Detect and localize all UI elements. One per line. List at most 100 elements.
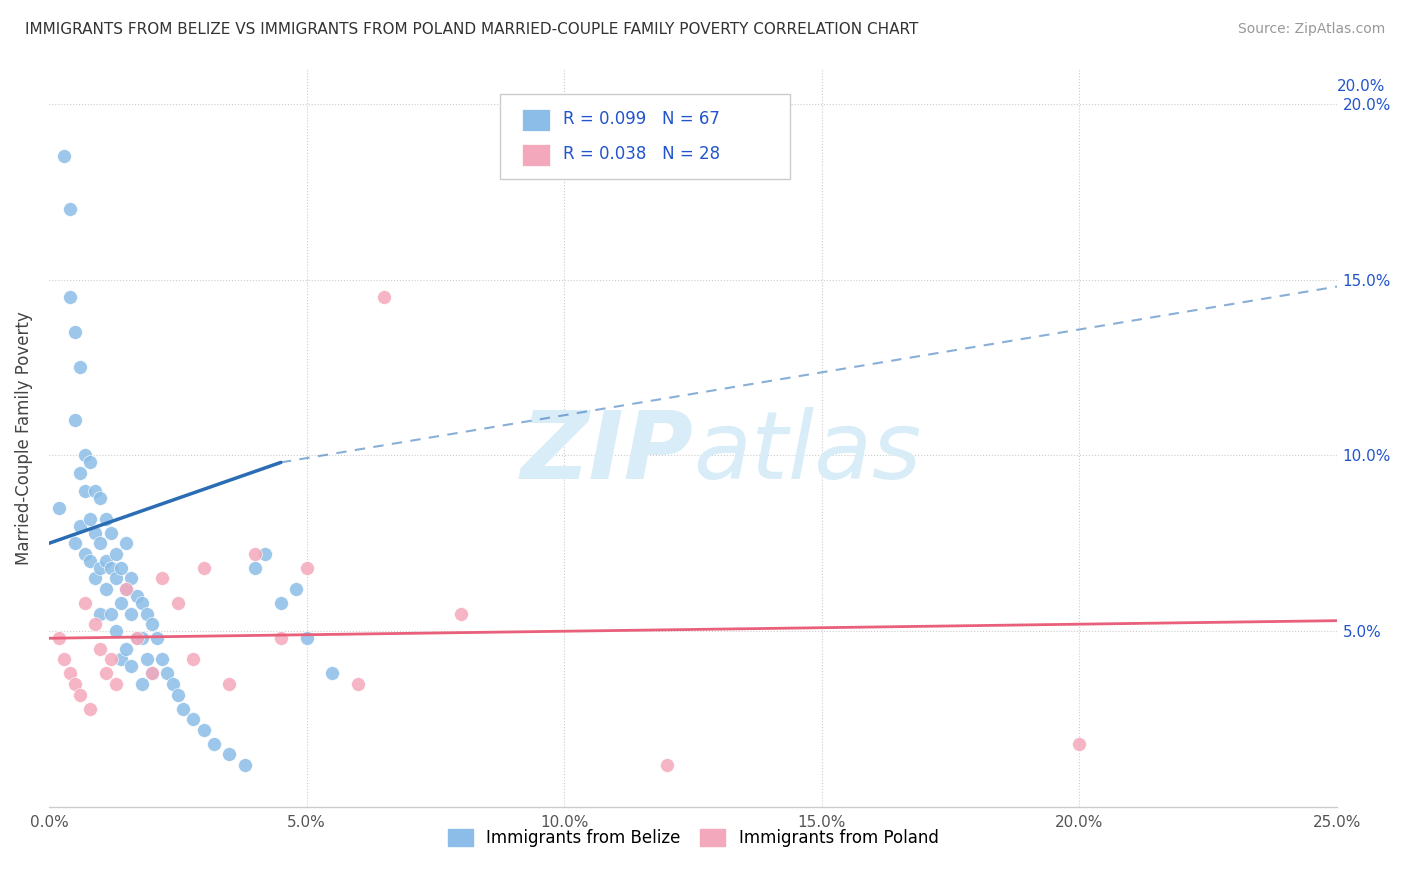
Point [657,757,679,772]
Point [84,572,107,586]
Point [141,617,163,632]
Text: IMMIGRANTS FROM BELIZE VS IMMIGRANTS FROM POLAND MARRIED-COUPLE FAMILY POVERTY C: IMMIGRANTS FROM BELIZE VS IMMIGRANTS FRO… [25,22,918,37]
Point [450,607,472,621]
Point [156,666,179,681]
Point [135,607,157,621]
Point [243,561,266,575]
Point [120,659,142,673]
Point [120,607,142,621]
Point [321,666,343,681]
Point [100,525,122,540]
Point [131,632,153,646]
Point [181,712,204,726]
Point [131,677,153,691]
Text: ZIP: ZIP [520,407,693,499]
Point [48,632,70,646]
Text: R = 0.038   N = 28: R = 0.038 N = 28 [562,145,720,163]
Point [125,632,148,646]
Point [110,561,132,575]
Point [79,455,101,469]
Point [120,572,142,586]
Point [69,688,91,702]
Point [141,666,163,681]
Point [218,677,240,691]
Point [115,582,138,596]
Point [73,547,96,561]
Point [94,666,117,681]
FancyBboxPatch shape [499,95,790,179]
Point [48,501,70,516]
Point [285,582,308,596]
FancyBboxPatch shape [522,109,550,131]
Legend: Immigrants from Belize, Immigrants from Poland: Immigrants from Belize, Immigrants from … [441,822,945,855]
Text: R = 0.099   N = 67: R = 0.099 N = 67 [562,110,720,128]
Point [58,666,80,681]
Point [94,554,117,568]
Point [193,561,215,575]
Point [94,511,117,525]
Point [146,632,169,646]
Point [89,491,111,505]
Point [100,607,122,621]
Point [193,723,215,737]
Point [84,483,107,498]
Point [218,747,240,762]
Point [104,624,127,639]
Text: 20.0%: 20.0% [1337,78,1385,94]
Text: Source: ZipAtlas.com: Source: ZipAtlas.com [1237,22,1385,37]
Point [89,607,111,621]
Point [347,677,370,691]
Point [131,596,153,610]
Point [69,466,91,480]
Point [115,536,138,550]
Point [69,360,91,375]
Point [79,554,101,568]
FancyBboxPatch shape [522,145,550,166]
Point [373,290,395,304]
Point [79,701,101,715]
Point [243,547,266,561]
Point [89,641,111,656]
Point [115,641,138,656]
Point [110,652,132,666]
Point [162,677,184,691]
Point [58,290,80,304]
Point [73,596,96,610]
Point [89,536,111,550]
Point [73,483,96,498]
Point [125,589,148,603]
Point [84,617,107,632]
Point [104,547,127,561]
Point [94,582,117,596]
Point [166,596,188,610]
Point [63,413,86,427]
Point [166,688,188,702]
Point [63,536,86,550]
Point [110,596,132,610]
Point [79,511,101,525]
Point [270,632,292,646]
Point [69,518,91,533]
Point [233,757,256,772]
Point [181,652,204,666]
Point [150,652,173,666]
Point [53,652,76,666]
Text: atlas: atlas [693,407,921,498]
Point [100,561,122,575]
Point [58,202,80,217]
Point [125,632,148,646]
Point [141,666,163,681]
Y-axis label: Married-Couple Family Poverty: Married-Couple Family Poverty [15,311,32,565]
Point [202,737,225,751]
Point [84,525,107,540]
Point [150,572,173,586]
Point [115,582,138,596]
Point [172,701,194,715]
Point [270,596,292,610]
Point [73,449,96,463]
Point [295,561,318,575]
Point [1069,737,1091,751]
Point [63,326,86,340]
Point [104,572,127,586]
Point [63,677,86,691]
